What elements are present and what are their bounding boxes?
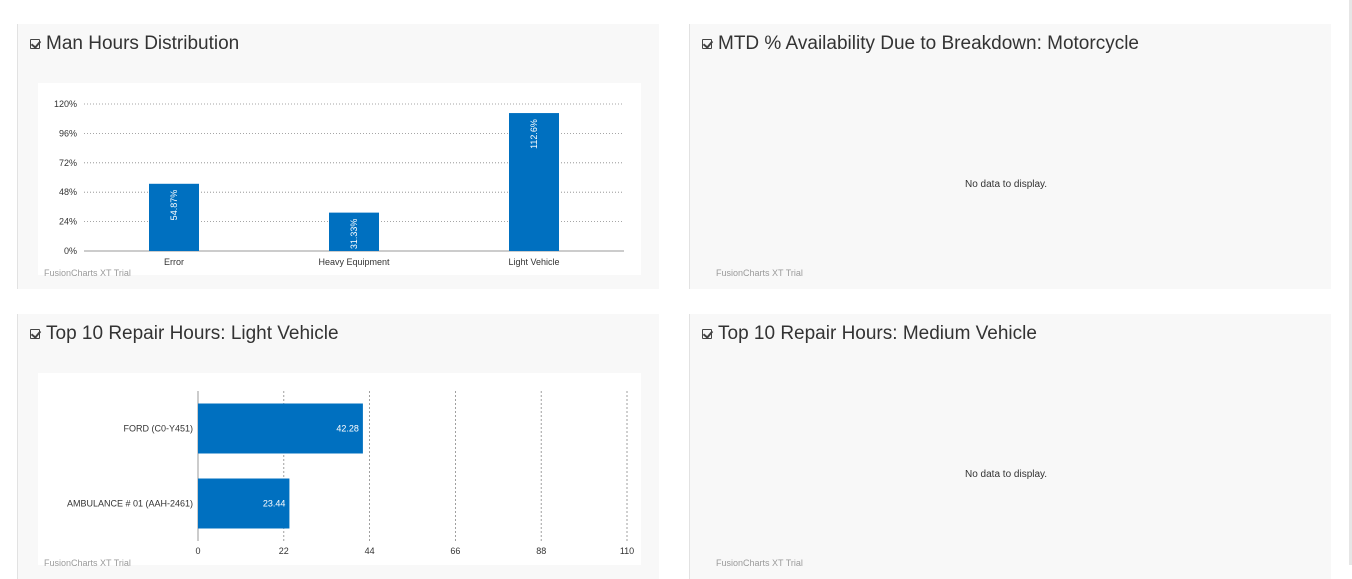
- panel-title-text: Top 10 Repair Hours: Medium Vehicle: [718, 323, 1037, 344]
- page-scrollbar[interactable]: [1349, 0, 1352, 565]
- x-tick-label: 66: [450, 546, 460, 556]
- x-tick-label: 88: [536, 546, 546, 556]
- bar: [329, 212, 379, 251]
- y-tick-label: FORD (C0-Y451): [123, 424, 193, 434]
- checkbox-icon: [30, 39, 40, 49]
- top10-light-chart-svg: 0 22 44 66 88 110 FORD (C0-Y451) 42.28 AMBULANCE…: [67, 391, 634, 556]
- x-tick-label: Error: [164, 257, 184, 267]
- watermark: FusionCharts XT Trial: [716, 268, 803, 278]
- data-label: 112.6%: [529, 119, 539, 149]
- y-tick-label: 120%: [54, 99, 77, 109]
- panel-title-man-hours: Man Hours Distribution: [30, 33, 239, 55]
- panel-man-hours: Man Hours Distribution 0% 24% 48% 72% 96% 120…: [17, 24, 659, 289]
- x-tick-label: 22: [279, 546, 289, 556]
- bar: [198, 478, 290, 529]
- checkbox-icon: [30, 329, 40, 339]
- watermark: FusionCharts XT Trial: [44, 558, 131, 568]
- panel-title-text: MTD % Availability Due to Breakdown: Mot…: [718, 33, 1139, 54]
- checkbox-icon: [702, 39, 712, 49]
- man-hours-chart-svg: 0% 24% 48% 72% 96% 120% Error 54.87% Heavy Equip…: [54, 99, 624, 267]
- x-tick-label: 44: [365, 546, 375, 556]
- bar: [509, 113, 559, 251]
- no-data-message: No data to display.: [965, 179, 1048, 190]
- x-tick-label: 0: [195, 546, 200, 556]
- x-tick-label: 110: [620, 546, 634, 556]
- bar: [149, 183, 199, 251]
- panel-title-top10-medium: Top 10 Repair Hours: Medium Vehicle: [702, 323, 1037, 345]
- panel-mtd-availability: MTD % Availability Due to Breakdown: Mot…: [689, 24, 1331, 289]
- data-label: 31.33%: [349, 219, 359, 250]
- x-tick-label: Heavy Equipment: [318, 257, 390, 267]
- watermark: FusionCharts XT Trial: [44, 268, 131, 278]
- panel-top10-light: Top 10 Repair Hours: Light Vehicle 0 22 44…: [17, 314, 659, 579]
- data-label: 54.87%: [169, 190, 179, 221]
- watermark: FusionCharts XT Trial: [716, 558, 803, 568]
- chart-man-hours: 0% 24% 48% 72% 96% 120% Error 54.87% Heavy Equip…: [38, 83, 641, 275]
- panel-top10-medium: Top 10 Repair Hours: Medium Vehicle No d…: [689, 314, 1331, 579]
- no-data-message: No data to display.: [965, 469, 1048, 480]
- y-tick-label: 96%: [59, 128, 77, 138]
- panel-title-top10-light: Top 10 Repair Hours: Light Vehicle: [30, 323, 339, 345]
- panel-title-mtd-availability: MTD % Availability Due to Breakdown: Mot…: [702, 33, 1139, 55]
- data-label: 23.44: [263, 499, 286, 509]
- data-label: 42.28: [336, 424, 359, 434]
- y-tick-label: 48%: [59, 187, 77, 197]
- panel-title-text: Man Hours Distribution: [46, 33, 240, 54]
- chart-top10-light: 0 22 44 66 88 110 FORD (C0-Y451) 42.28 AMBULANCE…: [38, 373, 641, 565]
- y-tick-label: 24%: [59, 217, 77, 227]
- panel-title-text: Top 10 Repair Hours: Light Vehicle: [46, 323, 339, 344]
- y-tick-label: 0%: [64, 246, 77, 256]
- checkbox-icon: [702, 329, 712, 339]
- y-tick-label: AMBULANCE # 01 (AAH-2461): [67, 499, 193, 509]
- bar: [198, 403, 363, 454]
- x-tick-label: Light Vehicle: [508, 257, 559, 267]
- y-tick-label: 72%: [59, 158, 77, 168]
